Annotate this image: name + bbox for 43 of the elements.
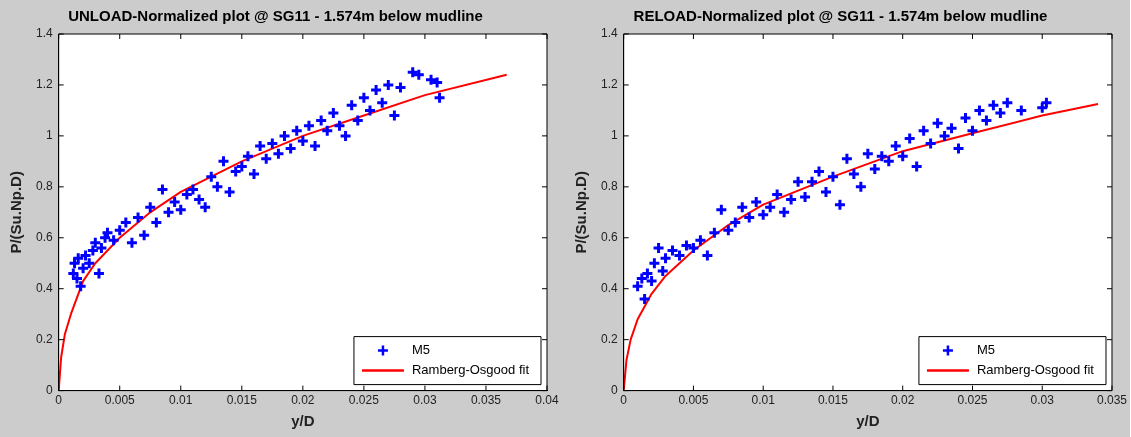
legend-label: M5 [411, 342, 431, 358]
x-tick-label: 0.04 [535, 393, 559, 408]
x-axis-title: y/D [291, 412, 315, 430]
x-tick-label: 0.005 [104, 393, 136, 408]
x-axis-title: y/D [856, 412, 880, 430]
y-tick-label: 0.6 [600, 230, 618, 245]
y-tick-label: 0.8 [35, 179, 53, 194]
y-tick-label: 0.6 [35, 230, 53, 245]
y-tick-label: 1.2 [35, 77, 53, 92]
x-tick-label: 0.03 [1030, 393, 1055, 408]
legend-label: M5 [976, 342, 995, 358]
y-tick-label: 0 [610, 382, 618, 397]
y-tick-label: 1 [610, 128, 618, 143]
y-axis-title: P/(Su.Np.D) [7, 171, 25, 254]
x-tick-label: 0.03 [413, 393, 437, 408]
y-tick-label: 1.2 [600, 77, 618, 92]
y-tick-label: 1.4 [600, 26, 618, 41]
legend-label: Ramberg-Osgood fit [976, 362, 1095, 378]
y-tick-label: 0.2 [35, 331, 53, 346]
y-tick-label: 0.2 [600, 331, 618, 346]
chart-title: RELOAD-Normalized plot @ SG11 - 1.574m below mudline [633, 7, 1048, 25]
y-axis-title: P/(Su.Np.D) [572, 171, 590, 254]
x-tick-label: 0 [55, 393, 63, 408]
x-tick-label: 0.01 [751, 393, 776, 408]
x-tick-label: 0.01 [169, 393, 193, 408]
x-tick-label: 0.025 [348, 393, 380, 408]
x-tick-label: 0 [620, 393, 628, 408]
y-tick-label: 1.4 [35, 26, 53, 41]
y-tick-label: 1 [45, 128, 53, 143]
x-tick-label: 0.015 [226, 393, 258, 408]
legend-label: Ramberg-Osgood fit [411, 362, 530, 378]
x-tick-label: 0.035 [470, 393, 502, 408]
y-tick-label: 0 [45, 382, 53, 397]
x-tick-label: 0.035 [1096, 393, 1128, 408]
x-tick-label: 0.02 [891, 393, 915, 408]
chart-title: UNLOAD-Normalized plot @ SG11 - 1.574m below mudline [68, 7, 483, 25]
y-tick-label: 0.4 [35, 281, 53, 296]
x-tick-label: 0.005 [678, 393, 709, 408]
x-tick-label: 0.02 [291, 393, 315, 408]
y-tick-label: 0.8 [600, 179, 618, 194]
y-tick-label: 0.4 [600, 281, 618, 296]
x-tick-label: 0.015 [817, 393, 849, 408]
x-tick-label: 0.025 [957, 393, 988, 408]
